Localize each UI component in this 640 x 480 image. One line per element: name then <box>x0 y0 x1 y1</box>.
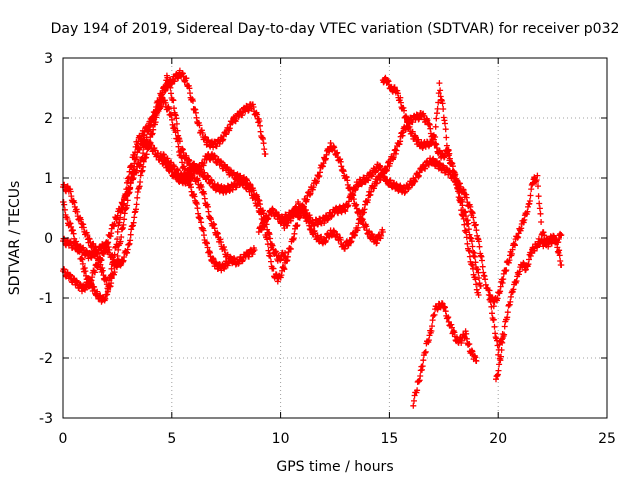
data-point-markers <box>486 172 565 310</box>
y-tick-label: -1 <box>39 291 53 307</box>
chart-title: Day 194 of 2019, Sidereal Day-to-day VTE… <box>51 21 620 37</box>
series-track-8 <box>379 74 482 298</box>
data-series <box>60 67 565 409</box>
data-point-markers <box>60 95 232 305</box>
series-track-10 <box>493 230 565 383</box>
x-axis-ticks: 0 5 10 15 20 25 <box>59 58 616 447</box>
x-tick-label: 25 <box>598 431 616 447</box>
series-track-5 <box>157 140 386 285</box>
data-point-markers <box>379 74 482 298</box>
y-tick-label: 0 <box>44 231 53 247</box>
x-tick-label: 0 <box>59 431 68 447</box>
data-point-markers <box>410 300 480 409</box>
data-point-markers <box>493 230 565 383</box>
y-axis-label: SDTVAR / TECUs <box>7 181 23 296</box>
series-track-11 <box>486 172 565 310</box>
x-tick-label: 20 <box>489 431 507 447</box>
y-tick-label: -3 <box>39 411 53 427</box>
series-track-2 <box>60 95 232 305</box>
x-tick-label: 15 <box>380 431 398 447</box>
y-tick-label: -2 <box>39 351 53 367</box>
x-tick-label: 10 <box>272 431 290 447</box>
data-point-markers <box>60 137 258 293</box>
y-tick-label: 2 <box>44 111 53 127</box>
data-point-markers <box>255 110 484 289</box>
y-tick-label: 1 <box>44 171 53 187</box>
y-tick-label: 3 <box>44 51 53 67</box>
series-track-6 <box>255 110 484 289</box>
y-axis-ticks: -3 -2 -1 0 1 2 3 <box>39 51 607 427</box>
series-track-1 <box>60 137 258 293</box>
x-tick-label: 5 <box>167 431 176 447</box>
series-track-9 <box>410 300 480 409</box>
x-axis-label: GPS time / hours <box>276 459 393 475</box>
data-point-markers <box>157 140 386 285</box>
